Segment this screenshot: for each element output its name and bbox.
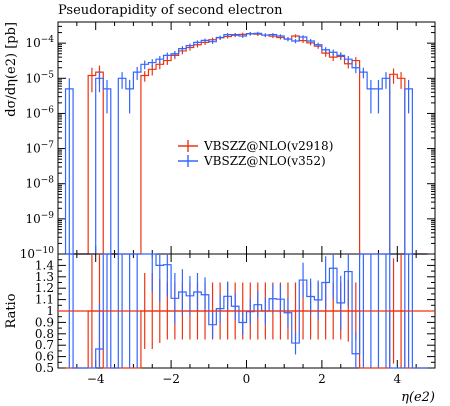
legend-label-1: VBSZZ@NLO(v2918): [203, 139, 333, 153]
ratio-tick-label: 0.5: [35, 361, 54, 375]
ratio-panel: −4 −2 0 2 4 0.50.60.70.80.911.11.21.31.4 η(e2)…: [4, 253, 436, 405]
x-axis-label: η(e2): [401, 390, 435, 405]
ratio-axis-label: Ratio: [4, 293, 19, 328]
ratio-tick-label: 1: [46, 304, 54, 318]
ratio-tick-label: 1.4: [35, 258, 54, 272]
x-tick-label: 0: [243, 372, 251, 386]
y-tick-label: 10−6: [25, 105, 54, 120]
y-tick-label: 10−7: [25, 141, 54, 156]
legend-label-2: VBSZZ@NLO(v352): [203, 154, 326, 168]
main-frame: [57, 21, 436, 255]
ratio-tick-label: 1.2: [35, 281, 54, 295]
y-tick-label: 10−9: [25, 211, 54, 226]
ratio-step-2: [65, 253, 428, 369]
ratio-tick-label: 0.8: [35, 327, 54, 341]
y-tick-label: 10−4: [25, 35, 54, 50]
main-panel: 10−10 10−9 10−8 10−7 10−6 10−5 10−4 dσ/dη(e2) […: [4, 21, 436, 261]
histogram-step-2: [64, 32, 428, 255]
ratio-tick-label: 1.3: [35, 270, 54, 284]
x-tick-label: 2: [318, 372, 326, 386]
y-tick-label: 10−5: [25, 70, 54, 85]
ratio-tick-label: 1.1: [35, 293, 54, 307]
ratio-tick-label: 0.9: [35, 315, 54, 329]
ratio-tick-label: 0.6: [35, 350, 54, 364]
x-tick-label: −2: [162, 372, 180, 386]
x-tick-label: −4: [87, 372, 105, 386]
y-axis-label: dσ/dη(e2) [pb]: [4, 22, 19, 117]
y-tick-label: 10−10: [20, 246, 55, 261]
chart-title: Pseudorapidity of second electron: [58, 3, 283, 18]
ratio-tick-label: 0.7: [35, 338, 54, 352]
y-tick-label: 10−8: [25, 176, 54, 191]
x-tick-label: 4: [393, 372, 401, 386]
